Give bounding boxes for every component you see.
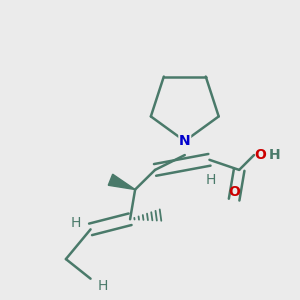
Text: O: O [228,185,240,199]
Text: H: H [268,148,280,162]
Text: H: H [206,173,216,187]
Text: O: O [254,148,266,162]
Text: N: N [179,134,190,148]
Text: H: H [97,279,108,293]
Polygon shape [108,174,135,190]
Text: H: H [70,216,81,230]
